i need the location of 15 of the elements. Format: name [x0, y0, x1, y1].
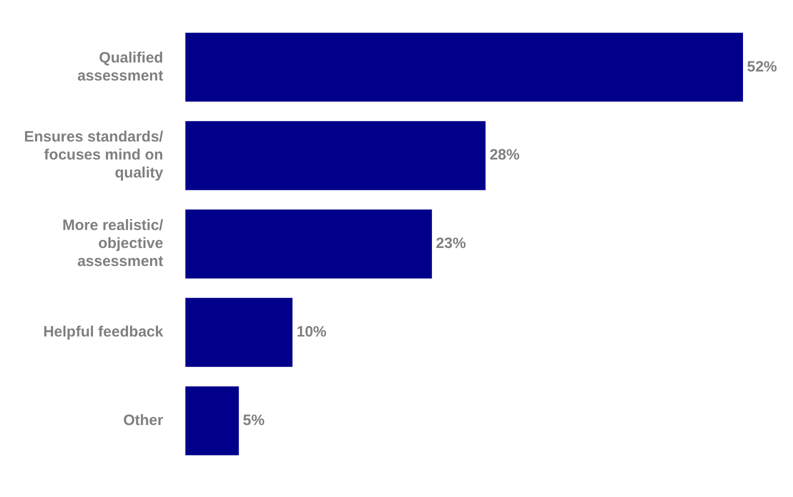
bar: [185, 32, 743, 102]
y-tick-label: Ensures standards/ focuses mind on quality: [24, 128, 164, 182]
data-label: 23%: [436, 235, 466, 252]
bar: [185, 298, 292, 367]
bar: [185, 210, 432, 278]
data-label: 5%: [242, 412, 265, 429]
y-tick-label: Other: [123, 412, 164, 429]
data-label: 52%: [747, 58, 778, 76]
data-label: 10%: [296, 324, 327, 341]
bar: [185, 121, 486, 190]
data-label: 28%: [490, 146, 520, 164]
bar: [185, 386, 239, 456]
y-tick-label: More realistic/ objective assessment: [62, 217, 164, 270]
y-tick-label: Helpful feedback: [43, 324, 164, 341]
y-tick-label: Qualified assessment: [77, 49, 164, 84]
